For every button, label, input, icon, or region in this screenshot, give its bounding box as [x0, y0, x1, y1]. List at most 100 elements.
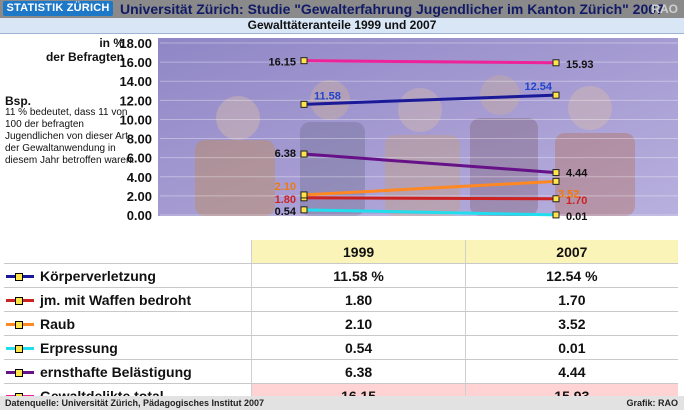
series-key-icon [6, 272, 34, 282]
series-label: jm. mit Waffen bedroht [40, 291, 192, 308]
series-key-marker [15, 320, 23, 329]
y-axis-label-line1: in % [99, 36, 124, 50]
series-key-icon [6, 296, 34, 306]
legend-label-cell: Erpressung [4, 335, 252, 360]
y-tick-label: 10.00 [119, 112, 152, 127]
statistik-zuerich-logo: STATISTIK ZÜRICH [3, 1, 113, 16]
background-photo [195, 75, 635, 216]
value-2007: 1.70 [464, 287, 678, 312]
data-point [552, 91, 560, 99]
y-axis-label-line2: der Befragten [45, 50, 124, 64]
table-row: ernsthafte Belästigung 6.38 4.44 [4, 359, 678, 384]
value-1999: 1.80 [251, 287, 466, 312]
data-point [300, 57, 308, 65]
header-bar: STATISTIK ZÜRICH Universität Zürich: Stu… [0, 0, 684, 18]
page-title: Universität Zürich: Studie "Gewalterfahr… [120, 1, 664, 17]
y-tick-label: 0.00 [127, 208, 152, 223]
data-label: 16.15 [268, 57, 296, 69]
series-key-icon [6, 320, 34, 330]
y-tick-label: 6.00 [127, 151, 152, 166]
y-tick-label: 4.00 [127, 170, 152, 185]
series-line [303, 208, 557, 217]
table-row: Erpressung 0.54 0.01 [4, 335, 678, 360]
data-label: 0.01 [566, 211, 587, 223]
legend-label-cell: jm. mit Waffen bedroht [4, 287, 252, 312]
example-note-title: Bsp. [5, 94, 32, 108]
rao-badge: RAO [651, 2, 678, 16]
value-2007: 3.52 [464, 311, 678, 336]
chart-subtitle: Gewalttäteranteile 1999 und 2007 [0, 18, 684, 34]
data-table: 1999 2007 Körperverletzung 11.58 % 12.54… [4, 240, 678, 408]
series-key-marker [15, 344, 23, 353]
series-label: Erpressung [40, 339, 118, 356]
chart-data-labels: 11.58 12.54 1.80 1.70 2.10 3.52 0.54 0.01 6.38 4.… [268, 57, 593, 223]
data-label: 3.52 [558, 188, 579, 200]
y-tick-label: 18.00 [119, 36, 152, 51]
table-header-blank [4, 240, 252, 264]
value-1999: 2.10 [251, 311, 466, 336]
data-point [552, 169, 560, 177]
value-1999: 0.54 [251, 335, 466, 360]
data-label: 1.70 [566, 195, 587, 207]
data-point [552, 195, 560, 203]
value-2007: 12.54 % [464, 263, 678, 288]
value-1999: 6.38 [251, 359, 466, 384]
series-key-icon [6, 368, 34, 378]
data-source: Datenquelle: Universität Zürich, Pädagog… [5, 398, 265, 408]
data-label: 12.54 [524, 81, 552, 93]
table-header-1999: 1999 [251, 240, 466, 264]
table-row: jm. mit Waffen bedroht 1.80 1.70 [4, 287, 678, 312]
line-chart: 0.00 2.00 4.00 6.00 8.00 10.00 12.00 14.00 16.00… [119, 36, 678, 223]
data-point [552, 177, 560, 185]
data-label: 6.38 [275, 148, 296, 160]
example-note: Bsp. 11 % bedeutet, dass 11 von 100 der … [5, 95, 137, 167]
data-point [300, 191, 308, 199]
series-line [303, 152, 557, 175]
data-label: 4.44 [566, 168, 588, 180]
y-tick-label: 16.00 [119, 55, 152, 70]
plot-background [158, 38, 678, 216]
y-tick-label: 2.00 [127, 189, 152, 204]
table-row: Körperverletzung 11.58 % 12.54 % [4, 263, 678, 288]
series-label: Raub [40, 315, 75, 332]
series-line [303, 59, 557, 65]
table-row: Raub 2.10 3.52 [4, 311, 678, 336]
data-label: 15.93 [566, 59, 594, 71]
y-tick-label: 8.00 [127, 132, 152, 147]
series-key-marker [15, 272, 23, 281]
legend-label-cell: ernsthafte Belästigung [4, 359, 252, 384]
table-header-row: 1999 2007 [4, 240, 678, 264]
series-key-marker [15, 368, 23, 377]
data-point [300, 206, 308, 214]
example-note-text: 11 % bedeutet, dass 11 von 100 der befra… [5, 107, 135, 166]
data-label: 0.54 [275, 206, 297, 218]
data-point [552, 59, 560, 67]
logo-text: STATISTIK ZÜRICH [6, 2, 110, 14]
value-2007: 0.01 [464, 335, 678, 360]
series-label: ernsthafte Belästigung [40, 363, 192, 380]
data-label: 1.80 [275, 194, 296, 206]
legend-label-cell: Raub [4, 311, 252, 336]
data-label: 2.10 [275, 181, 296, 193]
footer-bar: Datenquelle: Universität Zürich, Pädagog… [0, 396, 684, 410]
chart-series [300, 57, 560, 219]
data-point [300, 100, 308, 108]
series-line [303, 93, 557, 106]
data-label: 11.58 [314, 90, 341, 102]
series-key-marker [15, 296, 23, 305]
series-line [303, 196, 557, 201]
y-tick-label: 14.00 [119, 74, 152, 89]
y-tick-label: 12.00 [119, 93, 152, 108]
y-axis-label: in % der Befragten [0, 36, 124, 64]
value-1999: 11.58 % [251, 263, 466, 288]
series-line [303, 179, 557, 197]
chart-y-ticks: 0.00 2.00 4.00 6.00 8.00 10.00 12.00 14.00 16.00… [119, 36, 152, 223]
value-2007: 4.44 [464, 359, 678, 384]
data-point [300, 150, 308, 158]
data-point [552, 211, 560, 219]
series-key-icon [6, 344, 34, 354]
table-header-2007: 2007 [464, 240, 678, 264]
graphic-credit: Grafik: RAO [626, 398, 678, 408]
series-label: Körperverletzung [40, 267, 156, 284]
legend-label-cell: Körperverletzung [4, 263, 252, 288]
